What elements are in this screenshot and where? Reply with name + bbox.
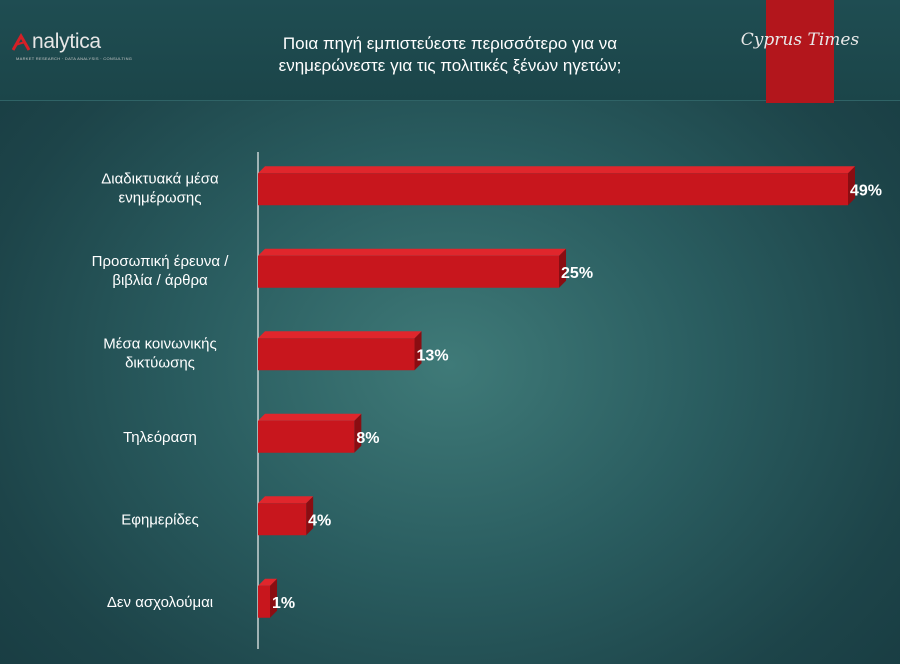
- value-label: 13%: [417, 347, 449, 364]
- bar: [258, 173, 848, 206]
- chart-title: Ποια πηγή εμπιστεύεστε περισσότερο για ν…: [200, 33, 700, 77]
- bar-side: [354, 413, 362, 453]
- value-label: 49%: [850, 182, 882, 199]
- bar-group: [258, 496, 314, 536]
- category-label: Εφημερίδες: [121, 511, 199, 528]
- bar-side: [559, 248, 567, 288]
- bar-top: [258, 496, 314, 504]
- category-label: βιβλία / άρθρα: [112, 272, 208, 289]
- bar-group: [258, 413, 362, 453]
- bar: [258, 338, 415, 371]
- logo-text: nalytica: [32, 30, 101, 53]
- bar: [258, 503, 307, 536]
- chart-title-line-1: Ποια πηγή εμπιστεύεστε περισσότερο για ν…: [282, 34, 618, 53]
- value-label: 8%: [356, 430, 379, 447]
- bar-top: [258, 413, 362, 421]
- header-bar: nalytica MARKET RESEARCH · DATA ANALYSIS…: [0, 0, 900, 101]
- category-label: δικτύωσης: [125, 354, 195, 371]
- cyprus-times-logo: Cyprus Times: [740, 30, 860, 50]
- bar-group: [258, 248, 567, 288]
- chart-title-line-2: ενημερώνεστε για τις πολιτικές ξένων ηγε…: [278, 56, 622, 75]
- bar-top: [258, 166, 855, 174]
- bar-side: [414, 331, 422, 371]
- bar-group: [258, 331, 422, 371]
- bar: [258, 585, 271, 618]
- bar: [258, 420, 355, 453]
- bar-side: [306, 496, 314, 536]
- category-label: Διαδικτυακά μέσα: [101, 170, 219, 187]
- logo-tagline: MARKET RESEARCH · DATA ANALYSIS · CONSUL…: [16, 56, 133, 61]
- bar-side: [848, 166, 855, 206]
- bar-top: [258, 578, 278, 586]
- value-label: 25%: [561, 265, 593, 282]
- bar-top: [258, 248, 567, 256]
- bar-top: [258, 331, 422, 339]
- category-label: ενημέρωσης: [119, 189, 202, 206]
- category-label: Μέσα κοινωνικής: [103, 335, 216, 352]
- bar: [258, 255, 560, 288]
- bar-side: [270, 578, 278, 618]
- analytica-logo-icon: [12, 32, 31, 51]
- category-label: Τηλεόραση: [123, 429, 197, 446]
- brand-red-strip: [766, 0, 834, 103]
- category-label: Προσωπική έρευνα /: [92, 253, 230, 270]
- value-label: 1%: [272, 595, 295, 612]
- value-label: 4%: [308, 512, 331, 529]
- bar-group: [258, 578, 278, 618]
- bar-group: [258, 166, 855, 206]
- category-label: Δεν ασχολούμαι: [107, 594, 213, 611]
